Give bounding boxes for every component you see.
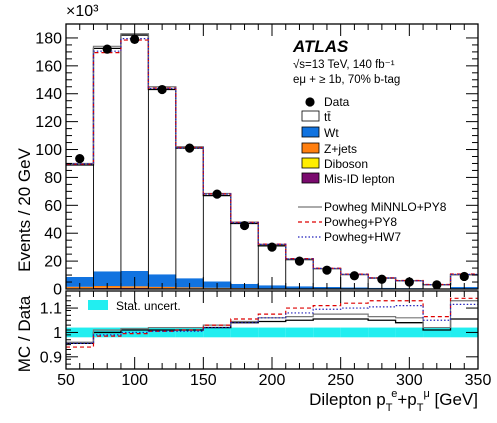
y-multiplier: ×10³: [66, 3, 99, 20]
data-point-0: [75, 153, 85, 164]
selection-label: eμ + ≥ 1b, 70% b-tag: [293, 74, 400, 86]
ratio-panel: 0.9 1 1.1 50 100 150 200 250 300 350 Stat. uncert.: [40, 290, 492, 389]
y-tick-label-6: 120: [35, 114, 62, 131]
x-tick-label-2: 150: [190, 372, 217, 389]
stat-uncert-band-14: [450, 327, 478, 338]
data-point-10: [349, 271, 359, 281]
legend-data-marker: [305, 97, 315, 107]
stack-bar-wt-0: [66, 277, 94, 287]
stack-bar-tt--6: [230, 223, 259, 284]
x-tick-label-5: 300: [396, 372, 423, 389]
stat-uncert-band-2: [120, 327, 149, 338]
stat-uncert-swatch: [88, 300, 108, 310]
x-tick-label-1: 100: [121, 372, 148, 389]
legend-diboson-swatch: [301, 157, 320, 169]
stack-bar-tt--5: [203, 195, 231, 282]
data-point-3: [157, 84, 167, 95]
stat-uncert-label: Stat. uncert.: [116, 299, 181, 313]
data-point-11: [377, 274, 387, 284]
data-point-5: [212, 189, 222, 199]
ratio-tick-label-0: 0.9: [40, 349, 62, 366]
ratio-line-powheg-py8: [66, 297, 478, 348]
ratio-y-axis-label: MC / Data: [15, 295, 34, 372]
main-panel: 0 20 40 60 80 100 120 140 160 180: [35, 23, 479, 299]
y-tick-label-5: 100: [35, 142, 62, 159]
y-tick-label-3: 60: [44, 198, 62, 215]
data-point-4: [185, 143, 195, 153]
atlas-label: ATLAS: [292, 37, 349, 56]
stat-uncert-band-10: [340, 327, 369, 338]
stat-uncert-band-13: [423, 327, 451, 338]
y-tick-label-4: 80: [44, 170, 62, 187]
ratio-line-powheg-hw7: [66, 303, 478, 345]
ratio-tick-label-1: 1: [53, 325, 62, 342]
stat-uncert-band-0: [66, 327, 94, 338]
y-tick-label-9: 180: [35, 30, 62, 47]
data-point-9: [322, 265, 332, 275]
stack-bar-wt-4: [175, 278, 204, 288]
stat-uncert-band-11: [368, 327, 396, 338]
stack-bar-tt--0: [66, 165, 94, 278]
x-tick-label-6: 350: [465, 372, 492, 389]
x-tick-label-0: 50: [57, 372, 75, 389]
legend-misid-swatch: [301, 172, 320, 184]
legend-wt-label: Wt: [324, 126, 339, 140]
stat-uncert-band-4: [175, 327, 204, 338]
stat-uncert-band-6: [230, 327, 259, 338]
legend-zjets-label: Z+jets: [324, 142, 357, 156]
stack-bar-wt-3: [148, 274, 176, 287]
data-point-7: [267, 242, 277, 252]
stat-uncert-band-8: [285, 327, 314, 338]
data-point-8: [294, 256, 305, 266]
stack-bar-tt--2: [120, 35, 149, 271]
stat-uncert-band-12: [395, 327, 424, 338]
y-tick-label-7: 140: [35, 86, 62, 103]
data-point-2: [130, 34, 140, 44]
y-tick-label-8: 160: [35, 58, 62, 75]
legend-wt-swatch: [301, 126, 320, 138]
data-point-14: [459, 271, 469, 282]
legend-zjets-swatch: [301, 142, 320, 154]
y-axis-label: Events / 20 GeV: [15, 147, 34, 271]
stack-bar-tt--9: [313, 268, 341, 288]
stat-uncert-band-9: [313, 327, 341, 338]
stack-bar-wt-1: [93, 271, 121, 287]
legend-data-label: Data: [324, 95, 350, 109]
energy-label: √s=13 TeV, 140 fb⁻¹: [293, 58, 395, 71]
stack-bar-tt--4: [175, 148, 204, 279]
stack-bar-tt--1: [93, 48, 121, 272]
ratio-line-nominal: [66, 318, 478, 345]
y-tick-label-1: 20: [44, 254, 62, 271]
stack-bar-tt--10: [340, 274, 369, 288]
x-tick-label-4: 250: [327, 372, 354, 389]
stack-bar-tt--3: [148, 89, 176, 275]
legend-hw7-label: Powheg+HW7: [324, 230, 401, 244]
legend-minnlo-label: Powheg MiNNLO+PY8: [324, 200, 447, 214]
y-tick-label-0: 0: [53, 282, 62, 299]
legend-ttbar-label: tt̄: [324, 110, 331, 124]
data-point-6: [239, 220, 250, 231]
stat-uncert-band-3: [148, 327, 176, 338]
legend-diboson-label: Diboson: [324, 157, 368, 171]
x-tick-label-3: 200: [259, 372, 286, 389]
stat-uncert-band-5: [203, 327, 231, 338]
ratio-tick-label-2: 1.1: [40, 301, 62, 318]
legend-misid-label: Mis-ID lepton: [324, 172, 395, 186]
legend-ttbar-swatch: [301, 110, 320, 122]
data-point-1: [102, 44, 112, 54]
y-tick-label-2: 40: [44, 226, 62, 243]
stat-uncert-band-7: [258, 327, 286, 338]
legend-py8-label: Powheg+PY8: [324, 215, 397, 229]
x-axis-label: Dilepton pTe+pTμ [GeV]: [309, 388, 478, 414]
